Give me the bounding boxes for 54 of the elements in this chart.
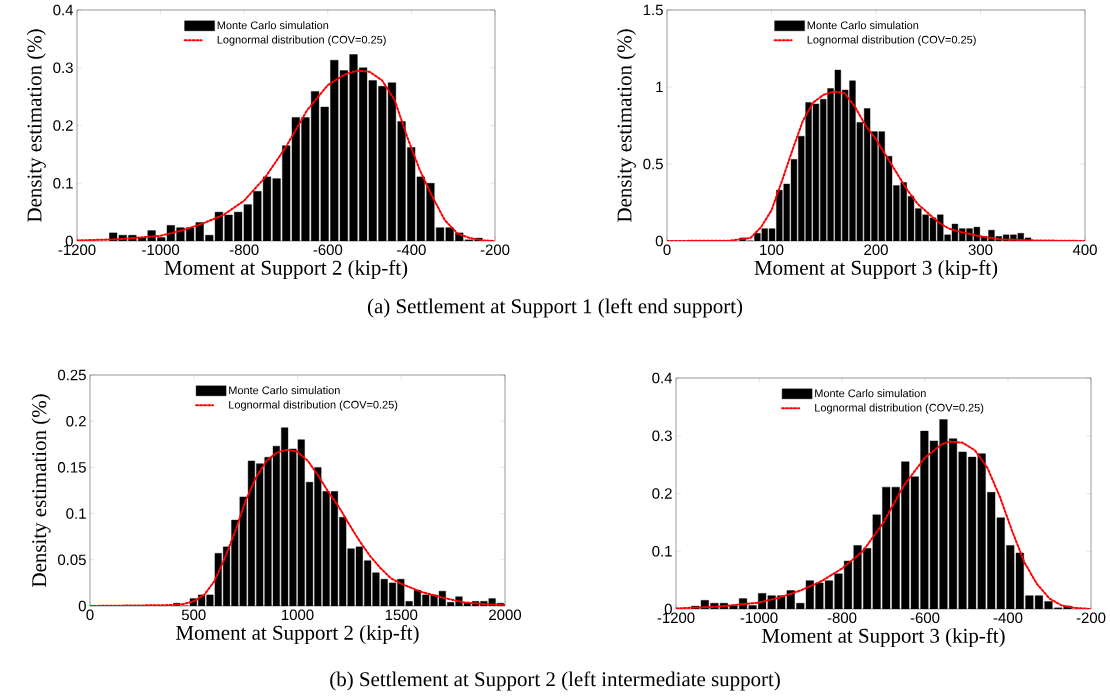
y-axis-title: Density estimation (%) (31, 394, 51, 587)
x-tick-label: -800 (827, 612, 857, 624)
x-tick-label: -400 (993, 612, 1023, 624)
y-axis-title: Density estimation (%) (26, 29, 46, 222)
x-tick-label: -1000 (142, 244, 180, 256)
x-tick-label: -600 (313, 244, 343, 256)
x-tick-label: 500 (181, 609, 206, 621)
x-axis-title: Moment at Support 2 (kip-ft) (176, 624, 419, 645)
y-tick-label: 1.5 (643, 4, 663, 16)
legend-label: Monte Carlo simulation (815, 389, 926, 398)
y-tick-label: 0 (655, 235, 663, 247)
x-tick-label: -800 (229, 244, 259, 256)
y-tick-label: 0.25 (57, 369, 86, 381)
legend-label: Monte Carlo simulation (229, 386, 340, 395)
x-tick-label: 400 (1072, 244, 1097, 256)
x-tick-label: 200 (864, 244, 888, 256)
x-axis-title: Moment at Support 2 (kip-ft) (164, 259, 408, 280)
y-tick-label: 0.2 (652, 488, 672, 499)
y-tick-label: 0.1 (66, 508, 86, 519)
x-tick-label: 2000 (489, 609, 522, 621)
y-tick-label: 0.1 (652, 545, 672, 557)
y-tick-label: 0.4 (53, 4, 74, 16)
y-tick-label: 0.05 (57, 554, 86, 566)
x-tick-label: -600 (910, 612, 940, 624)
x-tick-label: -400 (397, 244, 426, 256)
legend-label: Lognormal distribution (COV=0.25) (807, 35, 976, 46)
x-tick-label: -200 (1076, 612, 1106, 624)
x-tick-label: 100 (760, 244, 784, 256)
y-tick-label: 0.3 (53, 62, 73, 74)
x-tick-label: 1000 (282, 609, 314, 621)
y-tick-label: 0.2 (53, 120, 73, 131)
y-tick-label: 0.15 (57, 462, 86, 473)
y-tick-label: 0 (78, 600, 86, 612)
y-tick-label: 0.5 (643, 158, 663, 170)
x-tick-label: -200 (480, 244, 510, 256)
legend-label: Lognormal distribution (COV=0.25) (229, 400, 398, 411)
x-axis-title: Moment at Support 3 (kip-ft) (754, 259, 998, 280)
y-tick-label: 0.4 (652, 372, 673, 384)
text: (a) Settlement at Support 1 (left end support) (367, 298, 743, 318)
legend-label: Lognormal distribution (COV=0.25) (217, 35, 386, 46)
text: (b) Settlement at Support 2 (left intermediate support) (330, 671, 780, 691)
legend-label: Monte Carlo simulation (807, 21, 919, 30)
y-axis-title: Density estimation (%) (616, 29, 636, 222)
legend-label: Monte Carlo simulation (217, 21, 329, 30)
x-tick-label: 0 (86, 609, 94, 621)
x-tick-label: 300 (968, 244, 993, 256)
y-tick-label: 0.1 (53, 177, 73, 189)
x-tick-label: 1500 (385, 609, 418, 621)
x-axis-title: Moment at Support 3 (kip-ft) (762, 627, 1005, 648)
x-tick-label: -1000 (740, 612, 778, 624)
y-tick-label: 1 (656, 81, 663, 93)
y-tick-label: 0.2 (66, 415, 86, 427)
legend-label: Lognormal distribution (COV=0.25) (815, 403, 984, 414)
y-tick-label: 0.3 (652, 430, 672, 442)
